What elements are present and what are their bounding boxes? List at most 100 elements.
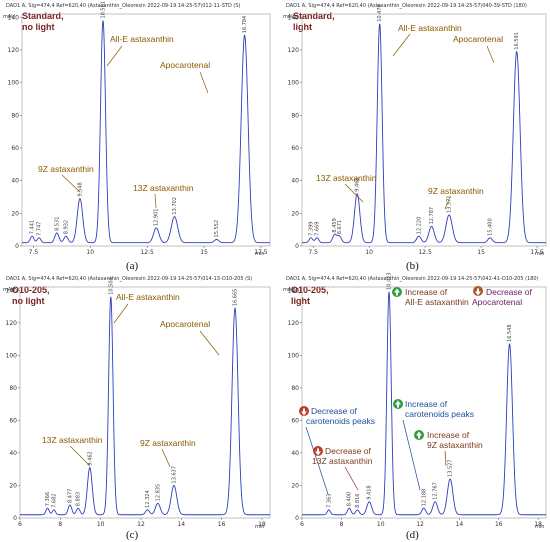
- panel-a: DAD1 A, Sig=474,4 Ref=620,40 (Astaxanthi…: [3, 1, 271, 272]
- x-tick-label: 16: [218, 521, 226, 528]
- y-tick-label: 140: [8, 14, 20, 21]
- up-arrow-icon: [392, 287, 402, 297]
- peak-rt-label: 10.561: [101, 1, 107, 19]
- peak-rt-label: 8.671: [337, 220, 343, 234]
- plot-frame: [21, 13, 271, 247]
- y-tick-label: 80: [11, 112, 19, 119]
- panel-a-xunit: min: [255, 251, 264, 257]
- peak-rt-label: 15.552: [214, 220, 220, 238]
- y-tick-label: 80: [291, 112, 299, 119]
- peak-rt-label: 16.591: [514, 32, 520, 50]
- y-tick-label: 60: [291, 145, 299, 152]
- panel-a-arrow-apocarotenal: [199, 71, 209, 94]
- y-tick-label: 0: [15, 243, 19, 250]
- peak-rt-label: 7.669: [314, 222, 320, 236]
- y-tick-label: 40: [9, 450, 17, 457]
- x-tick-label: 17.5: [530, 249, 544, 256]
- down-arrow-icon: [313, 446, 323, 456]
- panel-d-annotation-decrease-apocarotenal-line1: Decrease of: [486, 287, 532, 297]
- panel-a-annotation-apocarotenal: Apocarotenal: [160, 60, 210, 70]
- peak-rt-label: 16.665: [233, 289, 239, 307]
- peak-rt-label: 8.883: [76, 492, 82, 506]
- y-tick-label: 120: [8, 47, 20, 54]
- panel-a-arrow-13z: [154, 193, 157, 209]
- panel-c-arrow-13z: [69, 445, 91, 467]
- x-tick-label: 12: [137, 521, 145, 528]
- panel-b-xunit: min: [535, 251, 544, 257]
- x-tick-label: 18: [258, 521, 266, 528]
- peak-rt-label: 8.531: [54, 217, 60, 231]
- x-tick-label: 14: [177, 521, 185, 528]
- y-tick-label: 0: [295, 515, 299, 522]
- panel-d-annotation-increase-9z-line1: Increase of: [427, 430, 470, 440]
- peak-rt-label: 7.366: [45, 492, 51, 506]
- panel-d-title-line1: O10-205,: [291, 285, 329, 295]
- peak-rt-label: 13.702: [172, 197, 178, 215]
- panel-d-annotation-decrease-carotenoids-line2: carotenoids peaks: [306, 416, 375, 426]
- y-tick-label: 140: [6, 287, 18, 294]
- y-tick-label: 40: [291, 178, 299, 185]
- panel-a-arrow-all-e: [106, 45, 123, 67]
- panel-a-caption: (a): [126, 260, 139, 272]
- y-tick-label: 20: [9, 482, 17, 489]
- x-tick-label: 7.5: [29, 249, 39, 256]
- x-tick-label: 6: [18, 521, 22, 528]
- panel-c-ylabel: mAU: [3, 287, 15, 293]
- peak-rt-label: 7.363: [326, 494, 332, 508]
- peak-rt-label: 16.784: [242, 16, 248, 34]
- panel-b-annotation-9z: 9Z astaxanthin: [428, 186, 484, 196]
- peak-rt-label: 9.465: [355, 177, 361, 191]
- peak-rt-label: 13.527: [448, 459, 454, 477]
- peak-rt-label: 15.400: [488, 218, 494, 236]
- panel-c-annotation-apocarotenal: Apocarotenal: [160, 319, 210, 329]
- panel-d-plot: 0 20 40 60 80 100 120 140 6 8 10 12 14 16 18 7.363 8.400…: [288, 272, 547, 528]
- peak-rt-label: 10.470: [377, 4, 383, 22]
- peak-rt-label: 8.816: [355, 494, 361, 508]
- peak-rt-label: 10.504: [108, 277, 114, 295]
- panel-c-xunit: min: [255, 524, 264, 530]
- x-tick-label: 7.5: [308, 249, 318, 256]
- panel-d-annotation-increase-all-e-line2: All-E astaxanthin: [405, 297, 469, 307]
- x-tick-label: 17.5: [254, 249, 268, 256]
- x-tick-label: 6: [300, 521, 304, 528]
- panel-b: DAD1 A, Sig=474,4 Ref=620,40 (Astaxanthi…: [283, 3, 547, 272]
- panel-a-title-line1: Standard,: [22, 11, 64, 21]
- y-tick-label: 120: [288, 320, 300, 327]
- panel-a-title-line2: no light: [22, 22, 55, 32]
- panel-c-plot: 0 20 40 60 80 100 120 140 6 8 10 12 14 16 18 7.366 7.682…: [6, 277, 271, 528]
- y-tick-label: 20: [11, 210, 19, 217]
- panel-d-caption: (d): [406, 529, 419, 541]
- panel-c-arrow-apocarotenal: [199, 330, 220, 356]
- peak-rt-label: 9.462: [87, 451, 93, 465]
- y-tick-label: 60: [9, 417, 17, 424]
- panel-c-annotation-9z: 9Z astaxanthin: [140, 438, 196, 448]
- panel-d-annotation-increase-9z-line2: 9Z astaxanthin: [427, 440, 483, 450]
- panel-d-title-line2: light: [291, 296, 310, 306]
- peak-rt-label: 16.548: [507, 324, 513, 342]
- plot-frame: [301, 286, 547, 519]
- panel-c-title-line2: no light: [12, 296, 45, 306]
- panel-a-annotation-9z: 9Z astaxanthin: [38, 164, 94, 174]
- panel-a-header: DAD1 A, Sig=474,4 Ref=620,40 (Astaxanthi…: [6, 3, 241, 9]
- y-tick-label: 60: [291, 417, 299, 424]
- panel-d-xunit: min: [535, 524, 544, 530]
- peak-rt-label: 7.441: [30, 220, 36, 234]
- peak-rt-label: 13.637: [171, 466, 177, 484]
- panel-c-arrow-all-e: [113, 303, 129, 324]
- panel-c-arrow-9z: [161, 448, 171, 468]
- panel-d-arrow-increase-9z: [444, 450, 447, 467]
- x-tick-label: 10: [377, 521, 385, 528]
- peak-rt-label: 9.418: [367, 485, 373, 499]
- panel-d-arrow-increase-carotenoids: [402, 419, 421, 491]
- panel-b-title-line2: light: [293, 22, 312, 32]
- panel-a-arrow-9z: [61, 174, 81, 193]
- down-arrow-icon: [473, 286, 483, 296]
- x-tick-label: 10: [86, 249, 94, 256]
- panel-b-annotation-apocarotenal: Apocarotenal: [453, 34, 503, 44]
- panel-b-annotation-all-e: All-E astaxanthin: [398, 23, 462, 33]
- x-tick-label: 8: [58, 521, 62, 528]
- panel-c-annotation-13z: 13Z astaxanthin: [42, 435, 103, 445]
- x-tick-label: 16: [495, 521, 503, 528]
- x-tick-label: 18: [534, 521, 542, 528]
- y-tick-label: 20: [291, 482, 299, 489]
